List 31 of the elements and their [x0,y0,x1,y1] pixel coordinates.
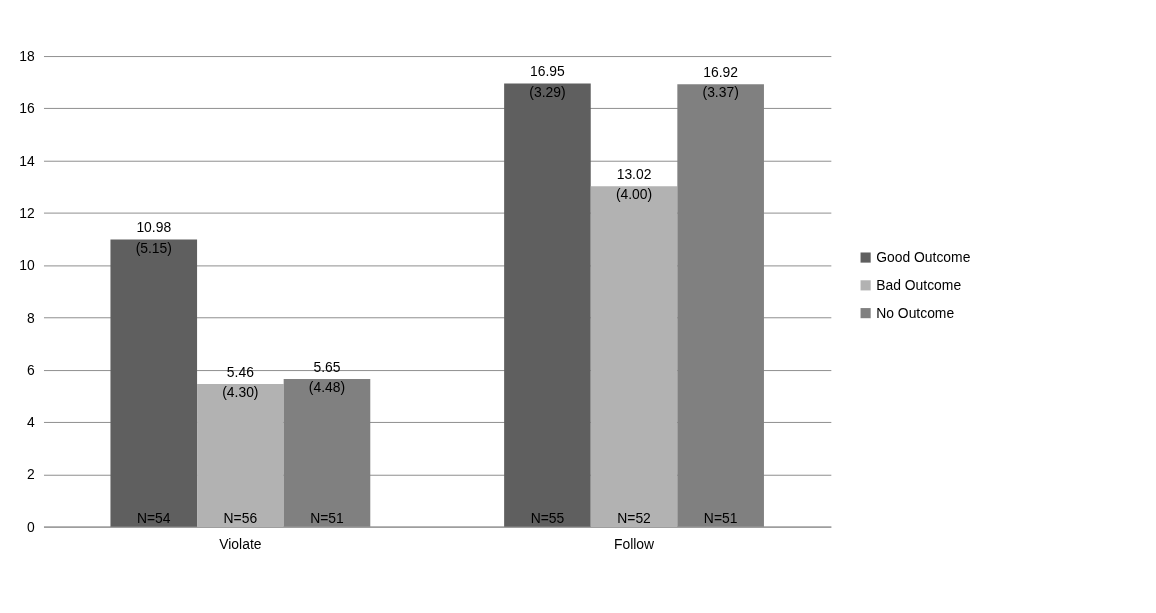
annotation: N=51 [310,509,345,526]
x-tick-label: Violate [219,536,262,553]
y-tick-label: 10 [19,257,36,274]
y-tick-label: 6 [27,361,36,378]
bar [110,239,198,527]
y-tick-label: 12 [19,205,36,222]
data-label: 16.95 (3.29) [529,63,566,100]
legend-label: Good Outcome [876,249,971,266]
annotation: N=55 [530,509,565,526]
y-tick-label: 8 [27,309,36,326]
x-tick-label: Follow [613,536,656,553]
data-label: 5.65 (4.48) [308,358,346,395]
y-tick-label: 18 [19,48,36,65]
data-label: 16.92 (3.37) [702,63,739,101]
bar [590,186,678,527]
legend-label: No Outcome [876,304,955,321]
y-tick-label: 0 [27,518,36,535]
annotation: N=54 [136,509,171,526]
annotation: N=51 [703,509,738,526]
data-label: 10.98 (5.15) [135,219,172,256]
data-label: 13.02 (4.00) [615,165,653,203]
legend-label: Bad Outcome [876,276,962,293]
annotation: N=52 [617,509,652,526]
bar [197,383,284,527]
y-tick-label: 2 [27,466,36,483]
y-tick-label: 16 [19,100,36,117]
data-label: 5.46 (4.30) [222,363,259,400]
annotation: N=56 [223,509,258,526]
bar [504,83,591,527]
y-tick-label: 14 [19,152,36,169]
y-tick-label: 4 [27,414,36,431]
